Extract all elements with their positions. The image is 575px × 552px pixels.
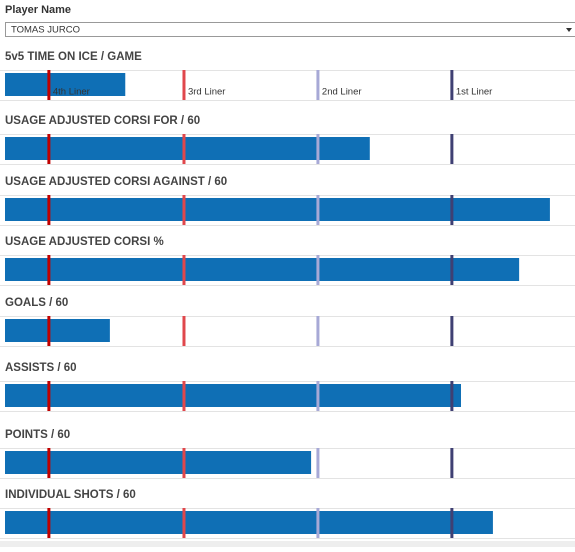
reference-line xyxy=(47,255,50,285)
reference-line xyxy=(450,508,453,538)
bar xyxy=(5,258,519,281)
reference-line xyxy=(47,316,50,346)
panel-title: ASSISTS / 60 xyxy=(5,362,77,374)
reference-line xyxy=(182,508,185,538)
reference-line xyxy=(316,70,319,100)
reference-line xyxy=(182,70,185,100)
reference-line xyxy=(316,448,319,478)
bar xyxy=(5,451,311,474)
filter-label: Player Name xyxy=(5,4,71,16)
reference-label: 4th Liner xyxy=(53,87,90,98)
bar xyxy=(5,137,370,160)
panel-title: 5v5 TIME ON ICE / GAME xyxy=(5,51,142,63)
reference-line xyxy=(450,255,453,285)
player-dropdown[interactable]: TOMAS JURCO xyxy=(6,23,575,37)
panel-title: USAGE ADJUSTED CORSI AGAINST / 60 xyxy=(5,176,227,188)
panel-title: USAGE ADJUSTED CORSI % xyxy=(5,236,164,248)
reference-line xyxy=(182,255,185,285)
bar xyxy=(5,319,110,342)
reference-line xyxy=(450,316,453,346)
reference-line xyxy=(182,134,185,164)
bar xyxy=(5,198,550,221)
reference-line xyxy=(316,195,319,225)
reference-line xyxy=(316,255,319,285)
reference-line xyxy=(182,381,185,411)
panel-title: POINTS / 60 xyxy=(5,429,70,441)
dropdown-box[interactable] xyxy=(6,23,575,37)
reference-line xyxy=(450,195,453,225)
reference-line xyxy=(450,381,453,411)
reference-line xyxy=(450,134,453,164)
reference-line xyxy=(47,134,50,164)
panel-title: GOALS / 60 xyxy=(5,297,68,309)
reference-line xyxy=(316,508,319,538)
reference-line xyxy=(450,448,453,478)
reference-line xyxy=(47,508,50,538)
reference-line xyxy=(47,195,50,225)
footer-strip xyxy=(0,541,575,547)
reference-line xyxy=(316,381,319,411)
bar xyxy=(5,511,493,534)
reference-label: 2nd Liner xyxy=(322,87,362,98)
reference-line xyxy=(47,70,50,100)
reference-line xyxy=(47,448,50,478)
reference-label: 3rd Liner xyxy=(188,87,226,98)
reference-line xyxy=(182,316,185,346)
reference-label: 1st Liner xyxy=(456,87,492,98)
reference-line xyxy=(47,381,50,411)
reference-line xyxy=(450,70,453,100)
reference-line xyxy=(316,316,319,346)
panel-title: INDIVIDUAL SHOTS / 60 xyxy=(5,489,136,501)
bar xyxy=(5,384,461,407)
dropdown-value[interactable]: TOMAS JURCO xyxy=(11,25,80,36)
reference-line xyxy=(316,134,319,164)
reference-line xyxy=(182,195,185,225)
reference-line xyxy=(182,448,185,478)
panel-title: USAGE ADJUSTED CORSI FOR / 60 xyxy=(5,115,200,127)
